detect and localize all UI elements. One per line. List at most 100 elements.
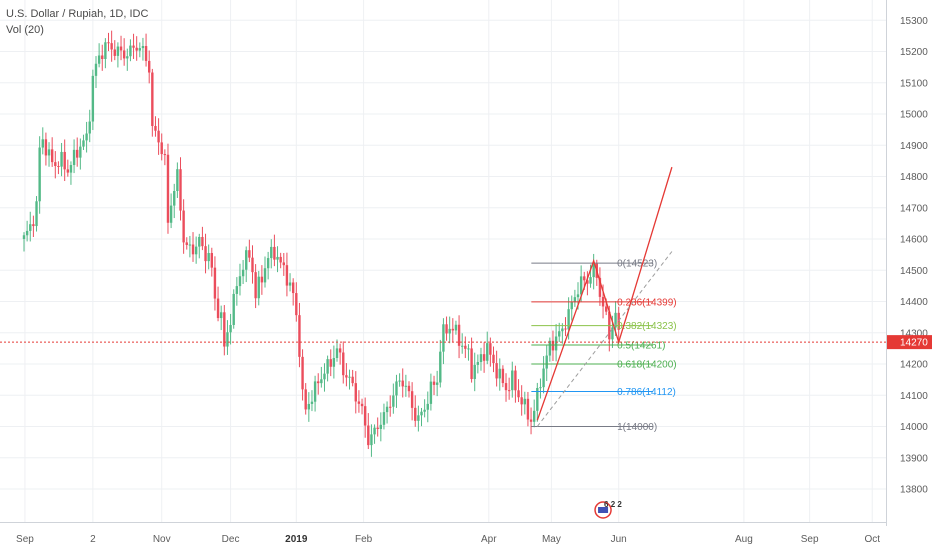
- candle-up: [573, 297, 577, 303]
- time-axis-label: 2: [90, 534, 96, 545]
- candle-up: [417, 415, 420, 421]
- price-axis-label: 15300: [900, 16, 928, 27]
- candle-up: [429, 381, 433, 404]
- candle-up: [126, 56, 129, 59]
- candle-down: [445, 324, 448, 334]
- candle-up: [288, 282, 292, 286]
- candle-down: [598, 277, 602, 297]
- candle-up: [326, 359, 329, 374]
- candle-down: [301, 356, 304, 390]
- time-axis-label: Dec: [222, 534, 240, 545]
- candle-up: [41, 139, 44, 148]
- candle-down: [338, 348, 342, 353]
- candle-up: [439, 351, 442, 383]
- candle-down: [166, 154, 170, 223]
- price-axis-label: 14700: [900, 203, 928, 214]
- time-axis-label: Sep: [16, 534, 34, 545]
- candle-down: [357, 401, 361, 404]
- candle-down: [604, 306, 608, 312]
- candle-down: [470, 348, 473, 380]
- candle-down: [148, 60, 151, 73]
- fib-level-label: 0(14523): [617, 259, 657, 270]
- candle-up: [82, 140, 85, 147]
- candle-down: [110, 43, 113, 50]
- candle-down: [113, 49, 116, 56]
- candle-up: [198, 236, 201, 247]
- candle-up: [570, 302, 573, 310]
- candle-down: [151, 72, 154, 127]
- candle-down: [295, 293, 298, 316]
- candle-up: [548, 340, 552, 356]
- candle-down: [182, 210, 185, 243]
- candle-up: [104, 42, 107, 60]
- candle-up: [129, 45, 132, 57]
- candle-up: [263, 268, 267, 283]
- candle-up: [461, 345, 464, 347]
- price-axis-label: 14000: [900, 422, 928, 433]
- candle-up: [498, 368, 501, 379]
- candle-up: [382, 412, 386, 425]
- candle-up: [561, 328, 564, 332]
- candle-up: [554, 336, 558, 351]
- candle-up: [467, 348, 470, 350]
- candle-down: [135, 47, 138, 51]
- candle-down: [213, 267, 217, 299]
- candle-down: [492, 354, 495, 364]
- candle-up: [238, 276, 242, 287]
- candle-up: [235, 286, 239, 294]
- symbol-title: U.S. Dollar / Rupiah, 1D, IDC: [6, 8, 149, 20]
- candle-up: [232, 293, 235, 325]
- candle-up: [539, 387, 542, 389]
- candle-up: [29, 224, 32, 231]
- candle-up: [398, 380, 401, 382]
- candle-up: [545, 355, 548, 369]
- fib-level-label: 0.786(14112): [617, 387, 676, 398]
- candle-up: [194, 246, 198, 255]
- price-axis-label: 15100: [900, 78, 928, 89]
- candle-up: [379, 424, 383, 429]
- candle-up: [47, 149, 51, 156]
- candle-down: [191, 244, 195, 255]
- candle-down: [201, 236, 204, 247]
- candle-down: [360, 403, 364, 407]
- candle-down: [119, 46, 123, 51]
- time-axis-label: Aug: [735, 534, 753, 545]
- candle-up: [435, 382, 439, 385]
- candle-up: [25, 230, 29, 236]
- candle-down: [432, 381, 436, 385]
- candle-down: [526, 398, 530, 420]
- candle-up: [454, 324, 458, 331]
- candle-up: [567, 309, 570, 330]
- candle-up: [169, 205, 173, 223]
- candle-down: [57, 165, 60, 167]
- candle-up: [442, 324, 445, 352]
- candle-down: [517, 390, 520, 398]
- time-axis-label: Sep: [801, 534, 819, 545]
- price-axis-label: 14400: [900, 297, 928, 308]
- candle-up: [141, 46, 145, 49]
- candle-up: [426, 403, 429, 410]
- candle-up: [229, 324, 232, 333]
- candle-down: [282, 262, 285, 266]
- price-axis-label: 15200: [900, 47, 928, 58]
- candle-down: [504, 383, 508, 391]
- candle-up: [241, 269, 245, 277]
- candle-up: [266, 258, 270, 269]
- candle-down: [223, 312, 226, 347]
- event-flag-stripe: [598, 507, 609, 513]
- candle-down: [389, 406, 392, 408]
- price-axis-label: 13800: [900, 485, 928, 496]
- candle-down: [144, 46, 148, 61]
- candle-down: [50, 149, 54, 163]
- current-price-label: 14270: [900, 338, 928, 349]
- candle-up: [310, 401, 314, 404]
- candle-down: [564, 328, 567, 330]
- candle-up: [226, 332, 229, 347]
- candle-down: [44, 139, 48, 156]
- price-axis-label: 14300: [900, 328, 928, 339]
- candle-up: [332, 358, 336, 367]
- candle-up: [395, 381, 398, 396]
- candle-down: [410, 391, 414, 408]
